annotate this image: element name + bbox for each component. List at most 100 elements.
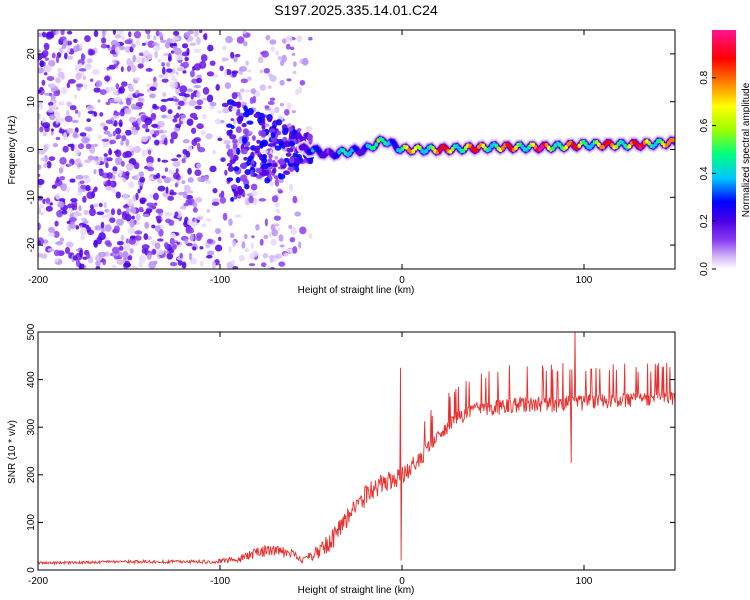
- spectral-noise-blob: [196, 99, 204, 106]
- spectral-ridge-segment: [304, 146, 309, 152]
- spectral-noise-blob: [78, 63, 83, 68]
- spectral-noise-blob: [225, 35, 233, 44]
- colorbar-tick-label: 0.8: [699, 70, 710, 84]
- spectral-noise-blob: [66, 30, 73, 35]
- spectral-noise-blob: [78, 68, 87, 72]
- spectral-noise-blob: [39, 60, 45, 68]
- spectral-noise-blob: [222, 107, 230, 114]
- spectral-noise-blob: [134, 230, 143, 235]
- spectral-noise-blob: [169, 138, 174, 144]
- spectral-noise-blob: [118, 169, 123, 177]
- spectral-noise-blob: [112, 252, 120, 257]
- spectral-ridge-segment: [404, 145, 409, 150]
- spectral-noise-blob: [155, 215, 162, 220]
- spectral-noise-blob: [277, 227, 281, 231]
- spectral-noise-blob: [42, 122, 51, 129]
- spectral-noise-blob: [155, 43, 160, 47]
- spectral-noise-blob: [79, 180, 85, 184]
- spectral-noise-blob: [193, 137, 201, 143]
- spectral-noise-blob: [196, 90, 201, 99]
- x-tick-label: 100: [576, 576, 593, 587]
- spectral-noise-blob: [69, 178, 76, 183]
- spectral-noise-blob: [39, 126, 44, 133]
- spectral-noise-blob: [73, 93, 77, 100]
- spectral-noise-blob: [38, 67, 44, 74]
- spectral-transition-blob: [255, 167, 263, 174]
- spectral-noise-blob: [123, 243, 131, 251]
- spectral-noise-blob: [166, 62, 171, 68]
- spectral-noise-blob: [57, 67, 62, 73]
- spectral-noise-blob: [200, 130, 206, 136]
- spectral-noise-blob: [279, 102, 284, 107]
- spectral-noise-blob: [267, 100, 275, 106]
- spectral-noise-blob: [155, 225, 161, 232]
- spectral-noise-blob: [93, 203, 99, 208]
- spectral-noise-blob: [221, 45, 227, 51]
- spectral-noise-blob: [175, 168, 179, 174]
- spectral-ridge-segment: [461, 148, 466, 154]
- spectral-noise-blob: [290, 227, 297, 235]
- spectral-noise-blob: [86, 105, 95, 111]
- spectral-transition-blob: [250, 183, 258, 191]
- spectral-noise-blob: [80, 217, 88, 222]
- spectral-noise-blob: [67, 78, 76, 84]
- spectral-noise-blob: [293, 61, 297, 67]
- spectral-noise-blob: [82, 75, 87, 81]
- spectral-noise-blob: [74, 109, 79, 114]
- spectral-transition-blob: [227, 165, 235, 172]
- spectral-noise-blob: [243, 41, 248, 47]
- spectral-noise-blob: [298, 241, 302, 249]
- spectral-transition-blob: [226, 99, 235, 105]
- spectral-noise-blob: [164, 41, 170, 49]
- spectral-noise-blob: [134, 77, 141, 81]
- spectral-noise-blob: [84, 126, 93, 132]
- spectral-noise-blob: [166, 114, 173, 120]
- spectral-noise-blob: [38, 32, 44, 37]
- spectral-noise-blob: [84, 137, 91, 143]
- spectral-noise-blob: [105, 162, 109, 169]
- spectral-ridge-segment: [391, 140, 396, 145]
- spectral-noise-blob: [202, 87, 210, 95]
- spectral-noise-blob: [181, 180, 186, 184]
- spectral-transition-blob: [241, 192, 246, 198]
- spectral-noise-blob: [53, 90, 61, 97]
- spectral-noise-blob: [196, 216, 203, 221]
- spectral-transition-blob: [257, 116, 263, 124]
- spectral-noise-blob: [38, 173, 41, 177]
- snr-panel: -200 -100 0 100 0 100 200 300 400 500 Height of …: [7, 323, 676, 596]
- spectral-noise-blob: [91, 68, 100, 75]
- spectral-noise-blob: [44, 65, 52, 73]
- spectral-noise-blob: [164, 211, 169, 216]
- spectral-noise-blob: [171, 68, 176, 75]
- spectral-transition-blob: [237, 185, 243, 191]
- spectral-noise-blob: [147, 40, 155, 48]
- spectral-noise-blob: [75, 225, 80, 230]
- y-tick-label: 200: [26, 466, 37, 483]
- spectral-noise-blob: [57, 201, 65, 208]
- spectral-noise-blob: [140, 97, 145, 104]
- spectral-transition-blob: [226, 123, 233, 128]
- spectral-noise-blob: [265, 34, 271, 41]
- spectral-noise-blob: [175, 87, 180, 95]
- spectral-noise-blob: [152, 192, 159, 201]
- y-tick-label: -10: [26, 190, 37, 205]
- spectral-noise-blob: [137, 188, 141, 194]
- spectral-noise-blob: [113, 120, 118, 127]
- spectral-noise-blob: [131, 64, 137, 73]
- spectral-noise-blob: [63, 52, 68, 60]
- spectral-noise-blob: [56, 117, 65, 123]
- spectral-noise-blob: [80, 227, 87, 236]
- spectral-transition-blob: [256, 139, 262, 144]
- spectral-noise-blob: [141, 244, 150, 250]
- spectral-noise-blob: [231, 70, 239, 74]
- x-tick-label: 100: [576, 275, 593, 286]
- spectral-ridge-segment: [315, 146, 319, 151]
- spectral-noise-blob: [187, 30, 195, 35]
- spectral-noise-blob: [285, 35, 293, 43]
- spectral-ridge-segment: [634, 141, 638, 146]
- spectral-noise-blob: [274, 106, 280, 113]
- spectral-noise-blob: [124, 108, 132, 115]
- spectral-noise-blob: [177, 68, 183, 72]
- spectral-noise-blob: [271, 195, 279, 203]
- spectral-noise-blob: [219, 196, 227, 204]
